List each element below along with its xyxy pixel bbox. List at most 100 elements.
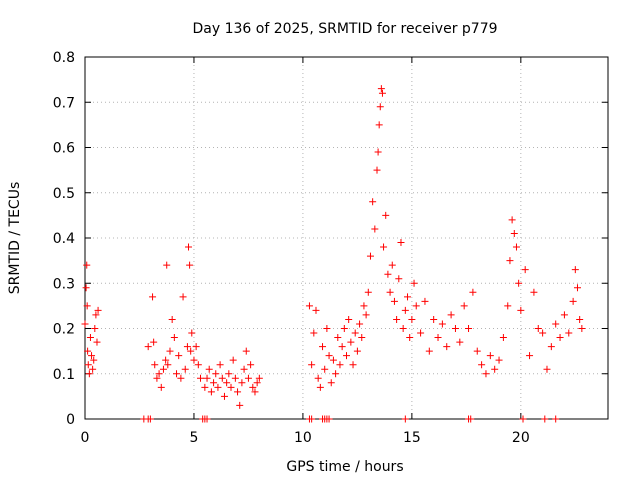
data-point xyxy=(382,211,390,219)
data-point xyxy=(506,257,514,265)
data-point xyxy=(177,374,185,382)
data-point xyxy=(376,103,384,111)
data-point xyxy=(456,338,464,346)
data-point xyxy=(210,379,218,387)
data-point xyxy=(305,302,313,310)
data-point xyxy=(374,148,382,156)
y-tick-label: 0.7 xyxy=(53,95,75,111)
y-tick-label: 0.4 xyxy=(53,231,75,247)
data-point xyxy=(203,415,211,423)
x-tick-label: 0 xyxy=(81,430,90,446)
data-point xyxy=(560,311,568,319)
data-point xyxy=(378,89,386,97)
data-point xyxy=(401,415,409,423)
data-point xyxy=(86,334,94,342)
data-point xyxy=(401,306,409,314)
data-point xyxy=(356,320,364,328)
axis-ticks: 0 0.1 0.2 0.3 0.4 0.5 0.6 0.7 0.8 0 5 10 15 20 xyxy=(53,50,608,446)
data-point xyxy=(244,374,252,382)
data-point xyxy=(175,352,183,360)
y-tick-label: 0.1 xyxy=(53,367,75,383)
data-point xyxy=(153,374,161,382)
y-axis-label: SRMTID / TECUs xyxy=(7,182,23,295)
data-point xyxy=(404,293,412,301)
chart-title: Day 136 of 2025, SRMTID for receiver p77… xyxy=(192,21,497,37)
data-point xyxy=(408,315,416,323)
data-point xyxy=(227,383,235,391)
data-point xyxy=(310,329,318,337)
x-tick-label: 20 xyxy=(512,430,530,446)
data-point xyxy=(231,374,239,382)
data-point xyxy=(85,370,93,378)
data-points xyxy=(81,85,586,423)
data-point xyxy=(369,198,377,206)
data-point xyxy=(556,334,564,342)
y-tick-label: 0.6 xyxy=(53,141,75,157)
data-point xyxy=(397,239,405,247)
data-point xyxy=(469,288,477,296)
data-point xyxy=(425,347,433,355)
data-point xyxy=(216,361,224,369)
data-point xyxy=(362,311,370,319)
data-point xyxy=(412,302,420,310)
data-point xyxy=(225,370,233,378)
data-point xyxy=(247,361,255,369)
data-point xyxy=(517,306,525,314)
data-point xyxy=(190,356,198,364)
data-point xyxy=(163,261,171,269)
data-point xyxy=(467,415,475,423)
data-point xyxy=(187,347,195,355)
data-point xyxy=(91,325,99,332)
data-point xyxy=(495,356,503,364)
data-point xyxy=(578,325,586,332)
data-point xyxy=(388,261,396,269)
data-point xyxy=(319,343,327,351)
data-point xyxy=(395,275,403,283)
data-point xyxy=(530,288,538,296)
data-point xyxy=(519,415,527,423)
data-point xyxy=(242,347,250,355)
data-point xyxy=(155,370,163,378)
data-point xyxy=(569,297,577,305)
data-point xyxy=(194,361,202,369)
data-point xyxy=(347,338,355,346)
data-point xyxy=(573,284,581,292)
data-point xyxy=(571,266,579,274)
data-point xyxy=(526,352,534,360)
data-point xyxy=(144,343,152,351)
y-tick-label: 0.2 xyxy=(53,322,75,338)
data-point xyxy=(340,325,348,332)
data-point xyxy=(377,85,385,93)
data-point xyxy=(399,325,407,332)
data-point xyxy=(576,315,584,323)
data-point xyxy=(229,356,237,364)
data-point xyxy=(499,334,507,342)
data-point xyxy=(371,225,379,233)
x-tick-label: 10 xyxy=(294,430,312,446)
data-point xyxy=(205,365,213,373)
y-tick-label: 0 xyxy=(66,412,75,428)
data-point xyxy=(386,288,394,296)
data-point xyxy=(373,166,381,174)
data-point xyxy=(351,329,359,337)
data-point xyxy=(552,415,560,423)
x-tick-label: 15 xyxy=(403,430,421,446)
data-point xyxy=(94,306,102,314)
data-point xyxy=(162,356,170,364)
data-point xyxy=(552,320,560,328)
data-point xyxy=(547,343,555,351)
data-point xyxy=(81,320,89,328)
data-point xyxy=(168,315,176,323)
data-point xyxy=(173,370,181,378)
data-point xyxy=(504,302,512,310)
data-point xyxy=(314,374,322,382)
data-point xyxy=(345,315,353,323)
data-point xyxy=(179,293,187,301)
data-point xyxy=(329,356,337,364)
data-point xyxy=(183,343,191,351)
data-point xyxy=(482,370,490,378)
data-point xyxy=(236,401,244,409)
data-point xyxy=(312,306,320,314)
data-point xyxy=(188,329,196,337)
data-point xyxy=(238,379,246,387)
